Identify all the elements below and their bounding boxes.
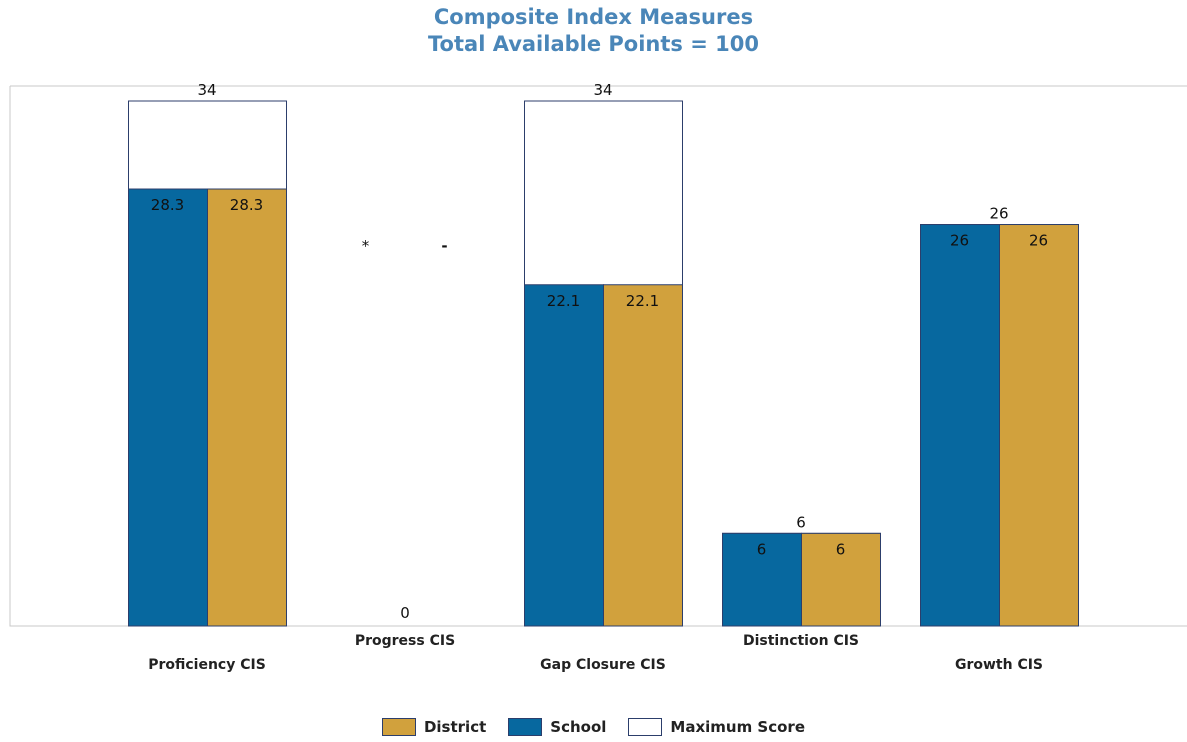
district-bar-cat-5 [999,224,1079,627]
district-label-cat-2: - [441,237,447,255]
chart-title: Composite Index Measures [433,5,754,29]
category-label-cat-2: Progress CIS [355,633,455,649]
bar-chart: 34 28.3 28.3 Proficiency CIS 0 * - Progress CIS… [9,81,1187,673]
max-score-label-cat-3: 34 [593,81,612,99]
legend-label-maximum-score: Maximum Score [670,718,806,736]
max-score-label-cat-1: 34 [197,81,216,99]
legend-label-school: School [550,718,607,736]
school-bar-cat-5 [920,224,1000,627]
max-score-label-cat-4: 6 [796,513,806,531]
legend: District School Maximum Score [0,718,1187,736]
school-label-cat-4: 6 [757,540,767,558]
legend-label-district: District [423,718,487,736]
max-score-label-cat-5: 26 [989,205,1008,223]
chart-title-block: Composite Index Measures Total Available… [0,4,1187,58]
district-bar-cat-1 [207,188,287,627]
school-bar-cat-3 [524,284,604,627]
district-bar-cat-3 [603,284,683,627]
school-label-cat-1: 28.3 [151,196,184,214]
category-label-cat-5: Growth CIS [955,657,1043,673]
category-label-cat-1: Proficiency CIS [148,657,266,673]
district-bar-cat-4 [801,532,881,627]
legend-item-maximum-score: Maximum Score [628,718,805,736]
legend-swatch-maximum-score [628,718,663,736]
max-score-label-cat-2: 0 [400,604,410,622]
category-label-cat-4: Distinction CIS [743,633,859,649]
legend-swatch-district [381,718,416,736]
legend-item-school: School [508,718,606,736]
category-label-cat-3: Gap Closure CIS [540,657,666,673]
district-label-cat-5: 26 [1029,232,1048,250]
district-label-cat-3: 22.1 [626,292,659,310]
school-label-cat-2: * [362,237,370,255]
chart-subtitle: Total Available Points = 100 [428,32,759,56]
school-label-cat-3: 22.1 [547,292,580,310]
legend-swatch-school [508,718,543,736]
legend-item-district: District [381,718,487,736]
school-bar-cat-1 [128,188,208,627]
school-label-cat-5: 26 [950,232,969,250]
district-label-cat-1: 28.3 [230,196,263,214]
district-label-cat-4: 6 [836,540,846,558]
